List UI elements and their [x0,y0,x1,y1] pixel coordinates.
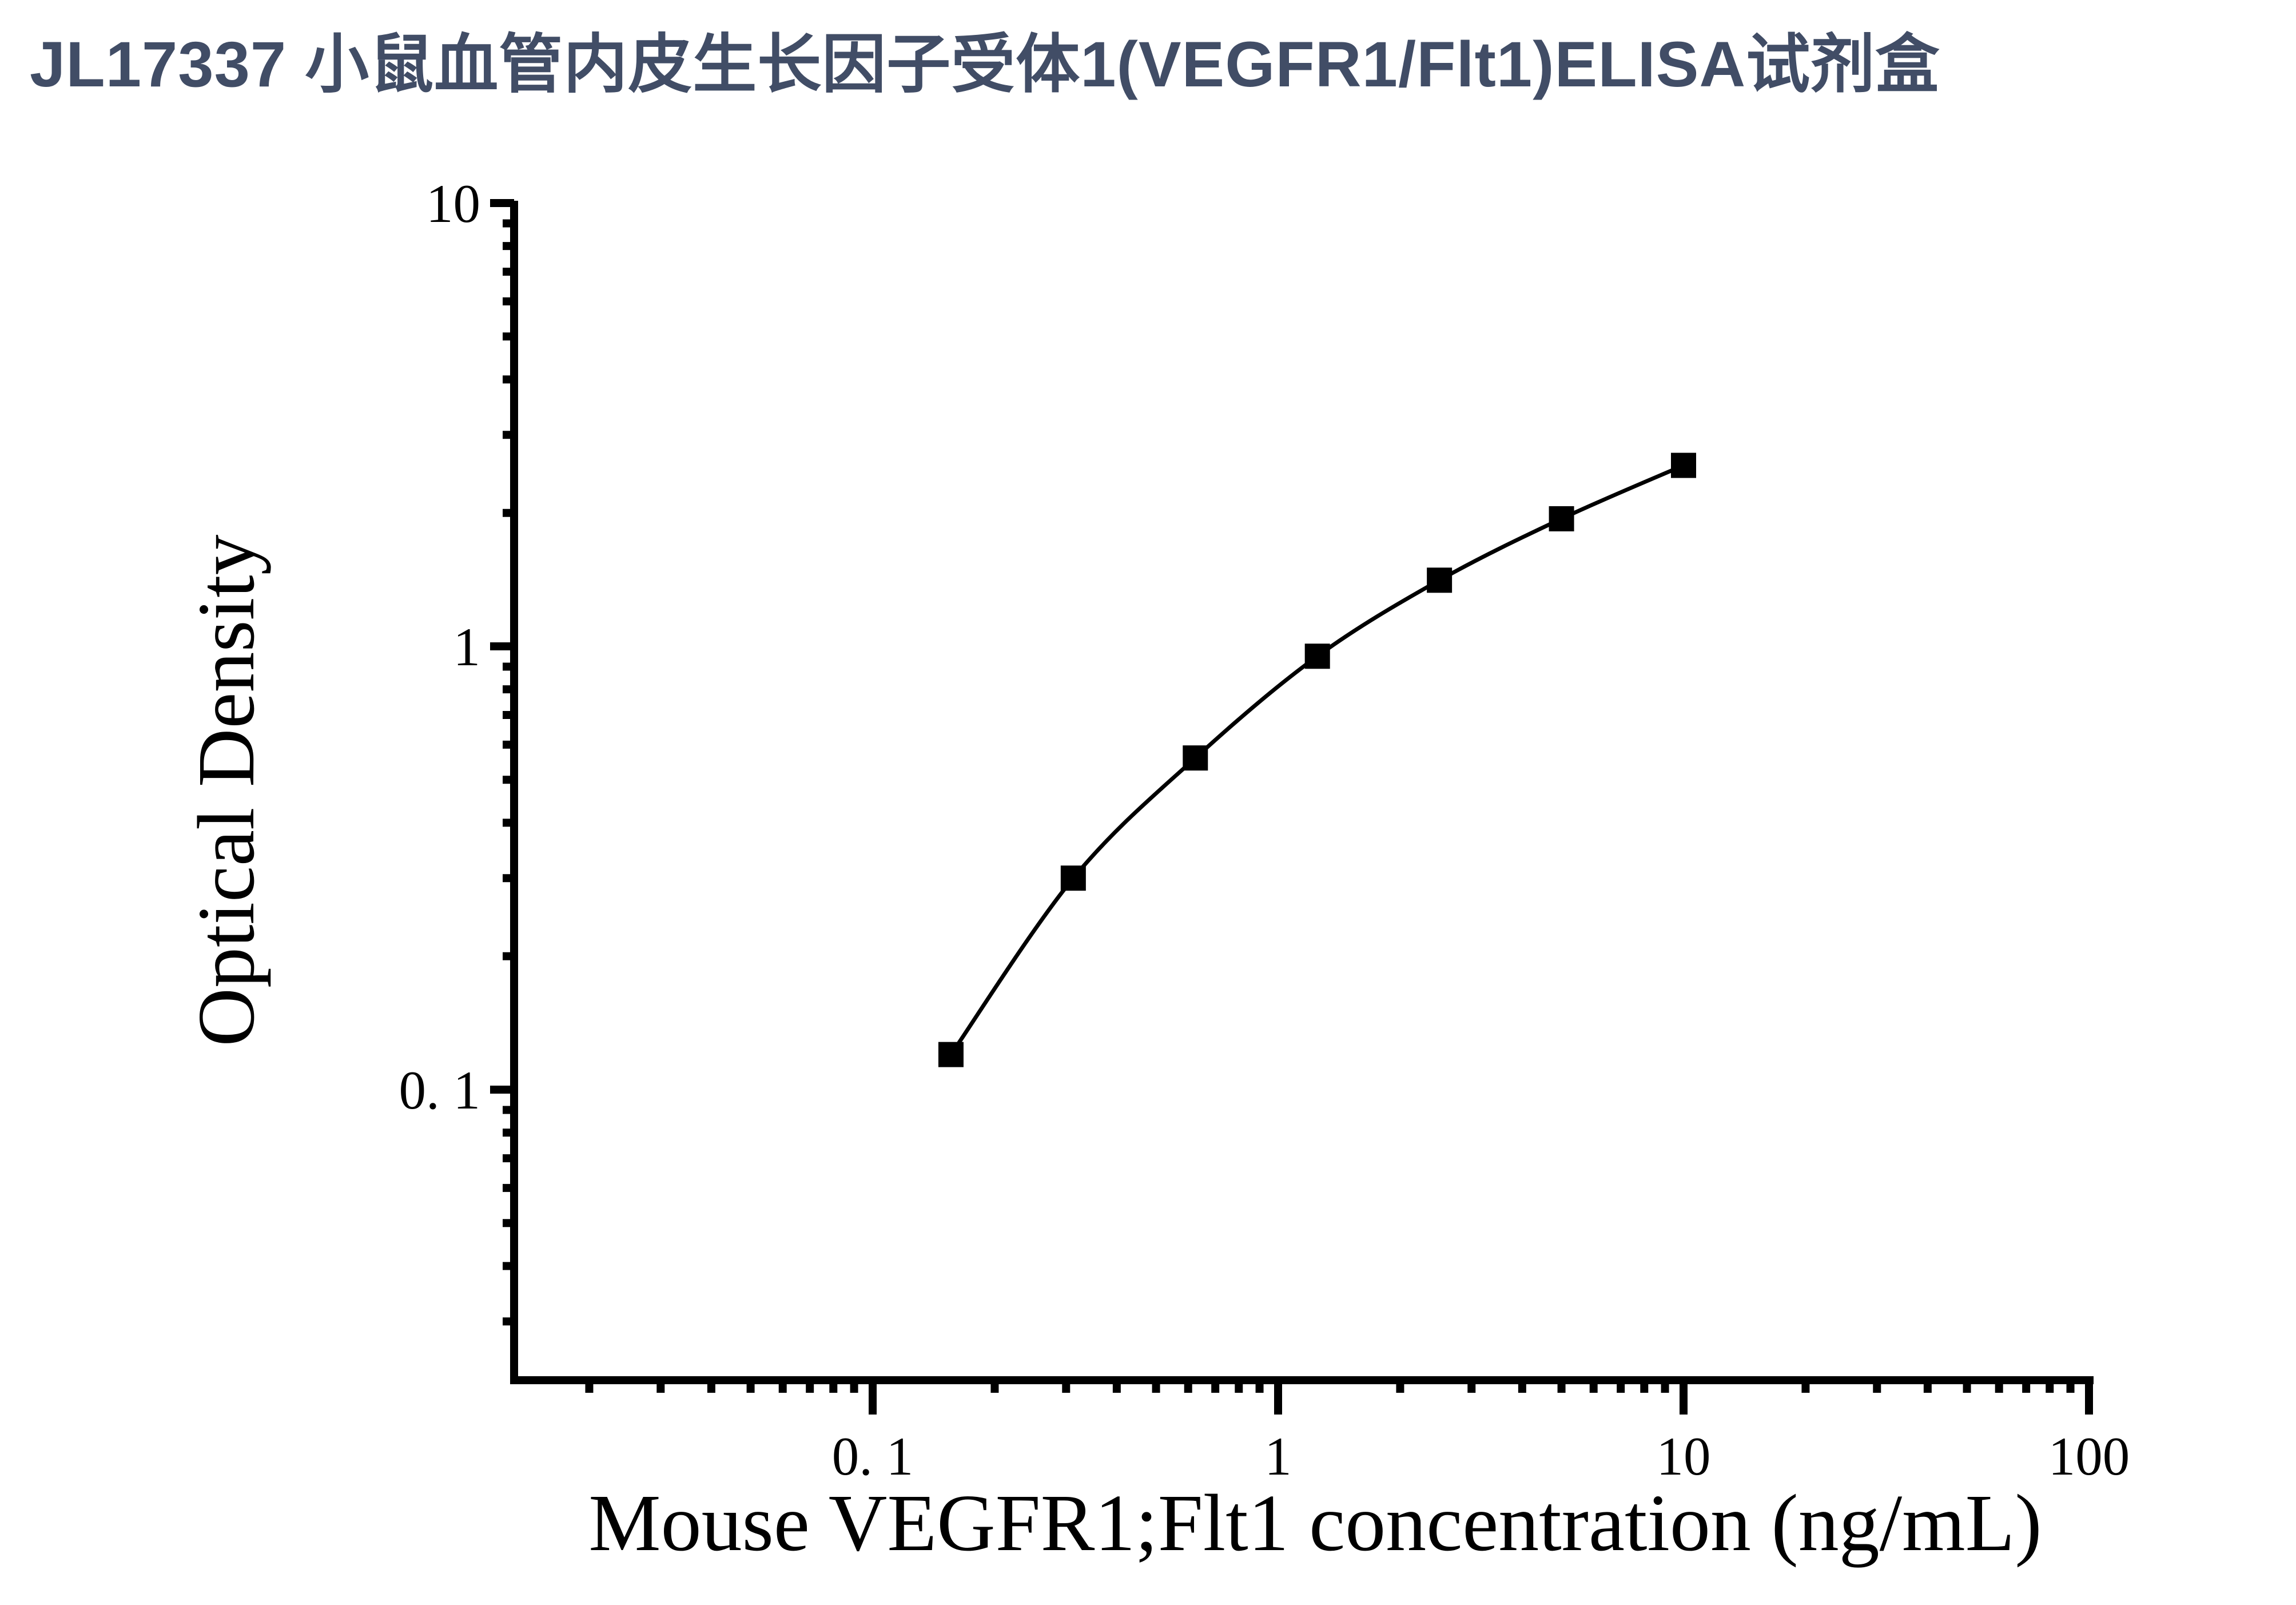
x-tick-label: 1 [1264,1426,1292,1487]
x-tick-label: 0. 1 [832,1426,914,1487]
data-point-marker [1304,643,1330,669]
axis-lines [510,201,2094,1384]
data-point-marker [1427,567,1453,593]
data-point-marker [1183,745,1208,771]
x-axis-title: Mouse VEGFR1;Flt1 concentration (ng/mL) [588,1477,2042,1568]
data-point-marker [938,1042,964,1067]
data-point-marker [1549,506,1574,531]
y-tick-label: 1 [453,617,481,677]
page-title: JL17337 小鼠血管内皮生长因子受体1(VEGFR1/Flt1)ELISA试… [30,29,1940,100]
y-tick-label: 0. 1 [399,1060,481,1121]
y-tick-label: 10 [426,173,480,234]
x-tick-label: 100 [2048,1426,2130,1487]
standard-curve-line [949,463,1685,1056]
y-axis-title: Optical Density [181,534,271,1047]
data-point-marker [1060,865,1086,891]
x-tick-label: 10 [1657,1426,1711,1487]
data-point-marker [1671,452,1696,478]
